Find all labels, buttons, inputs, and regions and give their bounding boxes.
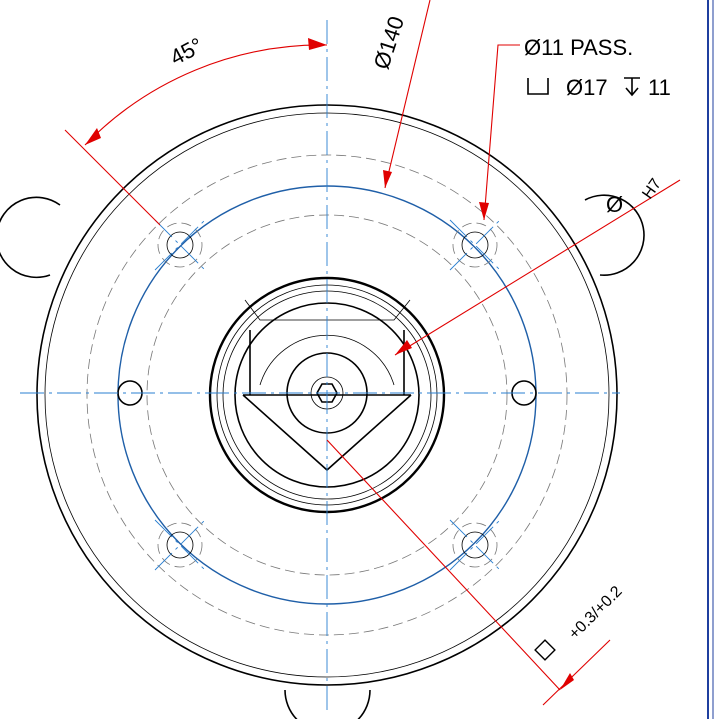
counterbore-symbol [527,78,549,95]
centerlines [20,20,620,715]
hole [461,531,489,559]
counterbore [157,222,203,268]
bore-tolerance: H7 [639,176,665,203]
arrow [560,673,574,690]
hub-detail [244,299,411,386]
counterbore [452,222,498,268]
arrow [395,340,412,355]
flatness-tolerance: +0.3/+0.2 [566,583,626,643]
counterbore [157,522,203,568]
centerline [449,519,501,571]
centerline [449,519,501,571]
leader [394,179,681,356]
arrow [85,128,101,145]
bore-symbol: Ø [606,192,623,217]
leader [326,439,561,691]
diameter-label: Ø140 [369,13,409,72]
part-outline [0,104,645,719]
hole-callout: Ø11 PASS. [524,35,633,60]
hole [166,531,194,559]
lobe-bottom [284,689,371,719]
counterbore-depth: 11 [648,75,671,100]
centerline [154,219,206,271]
leader [483,44,520,221]
lobe-left [0,196,61,279]
dimensions [64,0,681,706]
counterbore-diameter: Ø17 [566,75,608,100]
centerline [154,519,206,571]
arrow [308,38,327,50]
labels: 45° Ø140 Ø11 PASS. Ø17 11 Ø H7 +0.3/+0.2 [166,13,671,661]
arrow [479,202,489,220]
angle-arc [84,44,328,146]
centerline [154,219,206,271]
centerline [449,219,501,271]
counterbore [452,522,498,568]
bolt-holes [157,222,498,568]
dimension-line [542,639,611,706]
hole [166,231,194,259]
arrow [383,170,392,188]
centerline [449,219,501,271]
centerline [154,519,206,571]
frame-edge [707,0,714,719]
leader [384,0,431,189]
depth-symbol [624,77,640,97]
angle-label: 45° [166,33,207,71]
lobe-right [584,194,645,276]
square-symbol [534,639,556,661]
hole [461,231,489,259]
extension-line [64,129,161,226]
